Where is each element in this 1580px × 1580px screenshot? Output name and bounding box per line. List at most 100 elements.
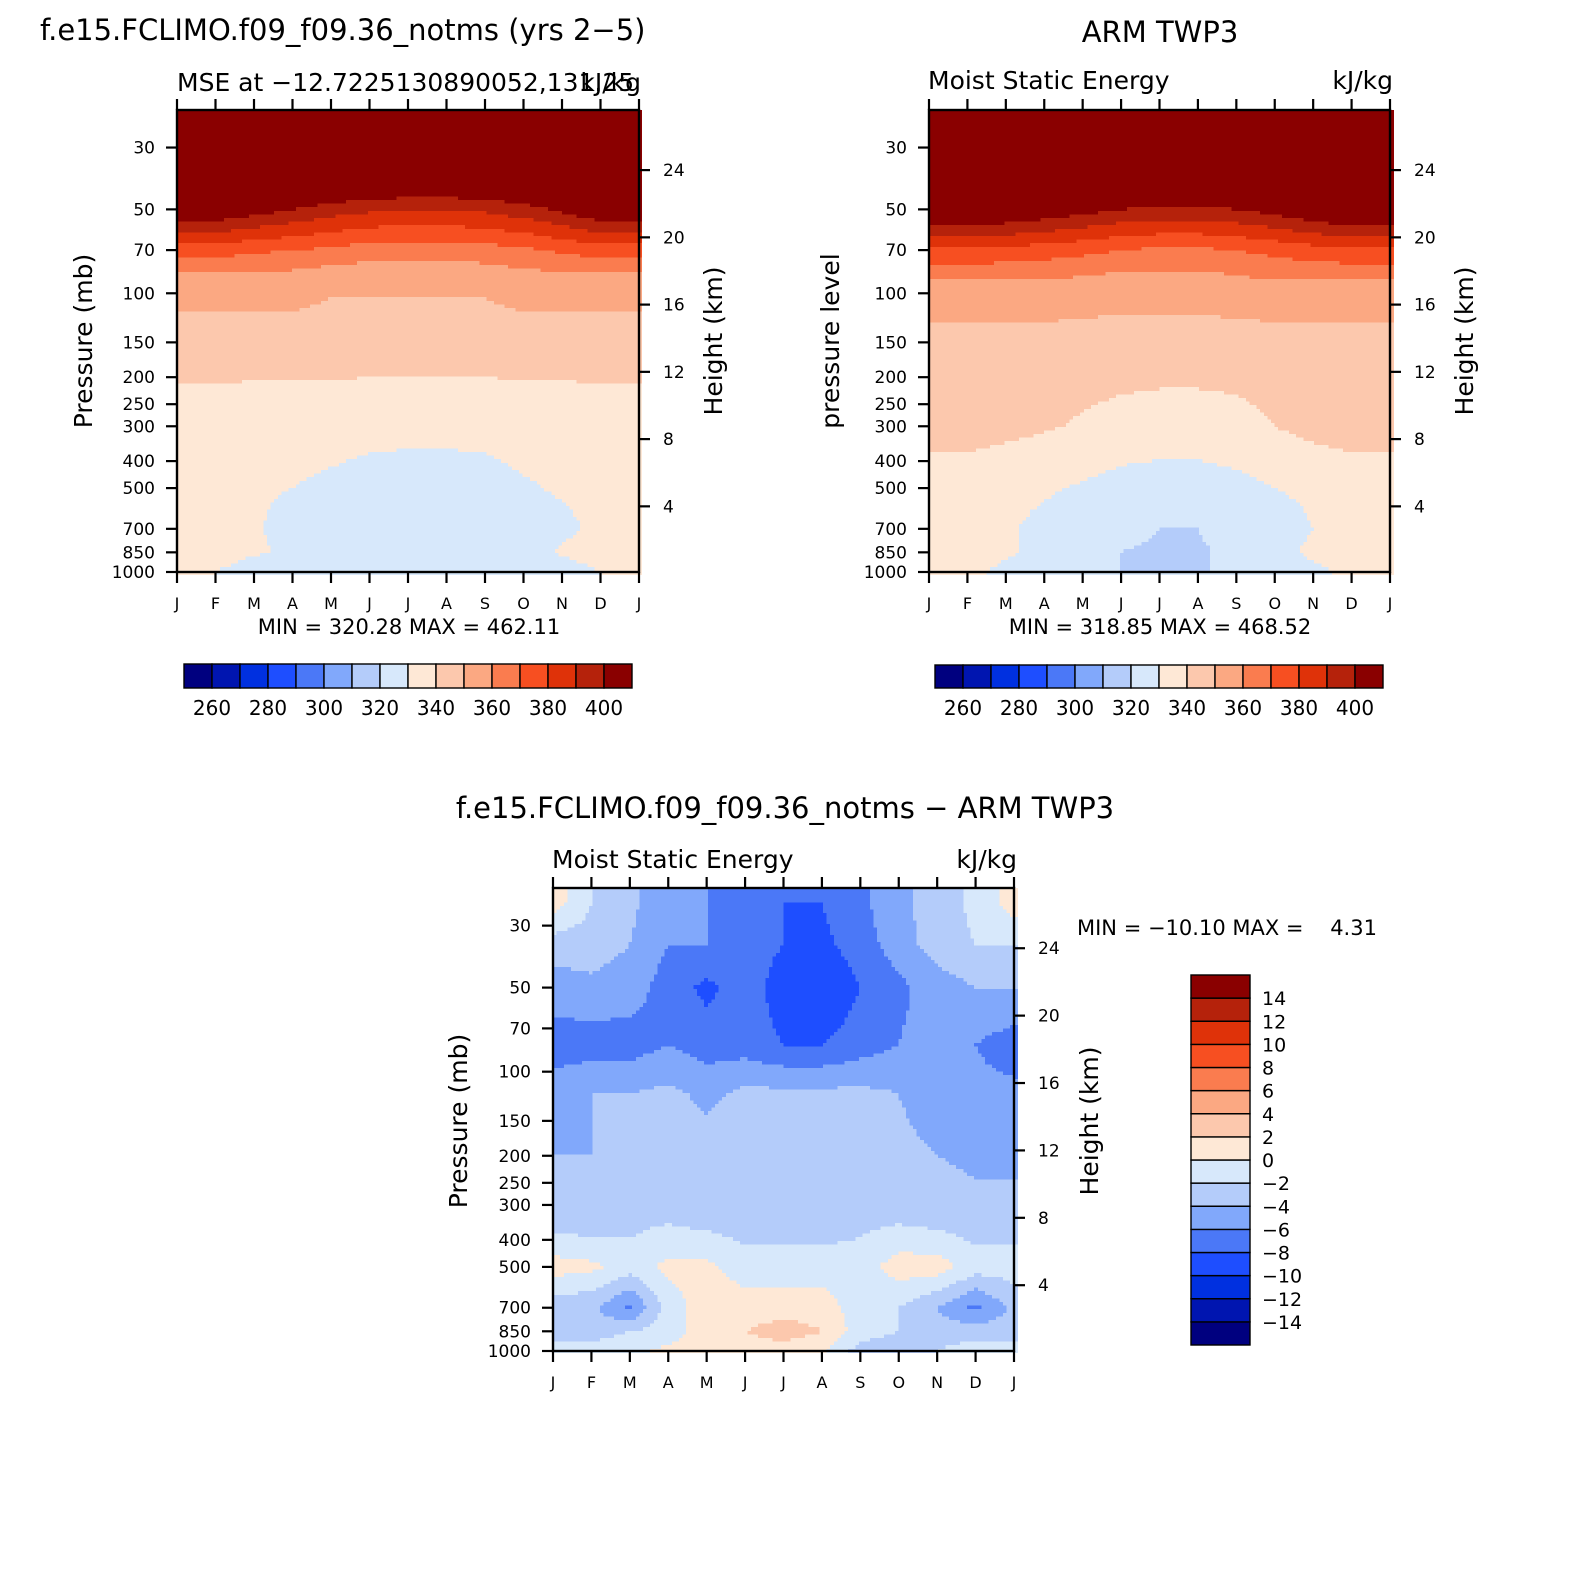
colorbar-swatch [1159, 665, 1187, 688]
y-tick-label: 30 [885, 139, 907, 159]
y-tick-label: 30 [509, 917, 531, 937]
colorbar-swatch [1191, 1068, 1250, 1091]
obs-subtitle-right: kJ/kg [1332, 66, 1393, 95]
x-tick-label: S [480, 594, 490, 613]
y-tick-label: 70 [885, 241, 907, 261]
y-tick-label: 150 [123, 333, 155, 353]
colorbar-swatch [1191, 1160, 1250, 1183]
x-tick-label: D [1345, 594, 1357, 613]
x-tick-label: M [324, 594, 338, 613]
x-tick-label: N [931, 1373, 943, 1392]
colorbar-swatch [1271, 665, 1299, 688]
y-tick-label: 400 [123, 452, 155, 472]
colorbar-swatch [1191, 1276, 1250, 1299]
colorbar-swatch [408, 664, 436, 688]
colorbar-label: 340 [1168, 696, 1206, 720]
y-tick-label: 500 [499, 1258, 531, 1278]
x-tick-label: S [1231, 594, 1241, 613]
model-title: f.e15.FCLIMO.f09_f09.36_notms (yrs 2−5) [40, 13, 645, 47]
x-tick-label: S [855, 1373, 865, 1392]
colorbar-swatch [1191, 1206, 1250, 1229]
height-tick-label: 12 [1038, 1141, 1060, 1161]
colorbar-swatch [464, 664, 492, 688]
height-tick-label: 4 [1414, 497, 1425, 517]
model-subtitle-right: kJ/kg [580, 68, 641, 97]
x-tick-label: A [1039, 594, 1050, 613]
y-tick-label: 200 [499, 1147, 531, 1167]
colorbar-swatch [240, 664, 268, 688]
colorbar-swatch [1243, 665, 1271, 688]
colorbar-label: 380 [1280, 696, 1318, 720]
obs-subtitle-left: Moist Static Energy [928, 66, 1170, 95]
height-tick-label: 12 [663, 363, 685, 383]
y-tick-label: 1000 [112, 563, 155, 583]
height-tick-label: 24 [663, 161, 685, 181]
x-tick-label: J [405, 594, 411, 613]
colorbar-swatch [1191, 1137, 1250, 1160]
y-tick-label: 200 [123, 368, 155, 388]
y-tick-label: 300 [499, 1196, 531, 1216]
x-tick-label: A [1192, 594, 1203, 613]
colorbar-swatch [212, 664, 240, 688]
model-ylabel-right: Height (km) [699, 267, 728, 416]
y-tick-label: 250 [875, 395, 907, 415]
colorbar-label: 340 [417, 696, 455, 720]
x-tick-label: D [594, 594, 606, 613]
colorbar-swatch [1191, 1044, 1250, 1067]
obs-title: ARM TWP3 [1082, 15, 1239, 49]
colorbar-label: 320 [361, 696, 399, 720]
colorbar-swatch [1191, 975, 1250, 998]
colorbar-label: 380 [529, 696, 567, 720]
height-tick-label: 24 [1414, 161, 1436, 181]
diff-ylabel: Pressure (mb) [444, 1034, 473, 1208]
colorbar-label: 8 [1262, 1058, 1274, 1080]
colorbar-swatch [935, 665, 963, 688]
colorbar-label: 6 [1262, 1081, 1274, 1103]
y-tick-label: 100 [123, 284, 155, 304]
colorbar-label: −2 [1262, 1173, 1290, 1195]
height-tick-label: 16 [1414, 296, 1436, 316]
colorbar-label: 300 [305, 696, 343, 720]
colorbar-swatch [1191, 1091, 1250, 1114]
y-tick-label: 850 [499, 1322, 531, 1342]
y-tick-label: 1000 [488, 1342, 531, 1362]
colorbar-swatch [520, 664, 548, 688]
colorbar-label: 400 [1336, 696, 1374, 720]
x-tick-label: F [211, 594, 220, 613]
colorbar-swatch [268, 664, 296, 688]
colorbar-label: 260 [944, 696, 982, 720]
colorbar-swatch [1191, 1114, 1250, 1137]
colorbar-swatch [184, 664, 212, 688]
x-tick-label: F [587, 1373, 596, 1392]
obs-contour-plot: J F M A M J J A S O N D J305070100150200250300400500… [864, 99, 1436, 613]
colorbar-swatch [576, 664, 604, 688]
x-tick-label: M [623, 1373, 637, 1392]
x-tick-label: O [892, 1373, 905, 1392]
colorbar-swatch [1075, 665, 1103, 688]
x-tick-label: A [441, 594, 452, 613]
colorbar-label: −8 [1262, 1243, 1290, 1265]
colorbar-swatch [1191, 1229, 1250, 1252]
colorbar-label: 320 [1112, 696, 1150, 720]
y-tick-label: 30 [133, 139, 155, 159]
x-tick-label: A [287, 594, 298, 613]
y-tick-label: 250 [123, 395, 155, 415]
colorbar-swatch [1355, 665, 1383, 688]
x-tick-label: J [636, 594, 642, 613]
x-tick-label: N [1307, 594, 1319, 613]
colorbar-label: 12 [1262, 1011, 1286, 1033]
height-tick-label: 8 [1414, 430, 1425, 450]
x-tick-label: J [1118, 594, 1124, 613]
y-tick-label: 150 [875, 333, 907, 353]
y-tick-label: 50 [133, 200, 155, 220]
x-tick-label: D [969, 1373, 981, 1392]
y-tick-label: 100 [875, 284, 907, 304]
colorbar-swatch [1131, 665, 1159, 688]
x-tick-label: N [556, 594, 568, 613]
colorbar-label: 360 [1224, 696, 1262, 720]
colorbar-swatch [352, 664, 380, 688]
colorbar-swatch [1327, 665, 1355, 688]
model-contour-plot: J F M A M J J A S O N D J305070100150200250300400500… [112, 99, 685, 613]
colorbar-swatch [604, 664, 632, 688]
